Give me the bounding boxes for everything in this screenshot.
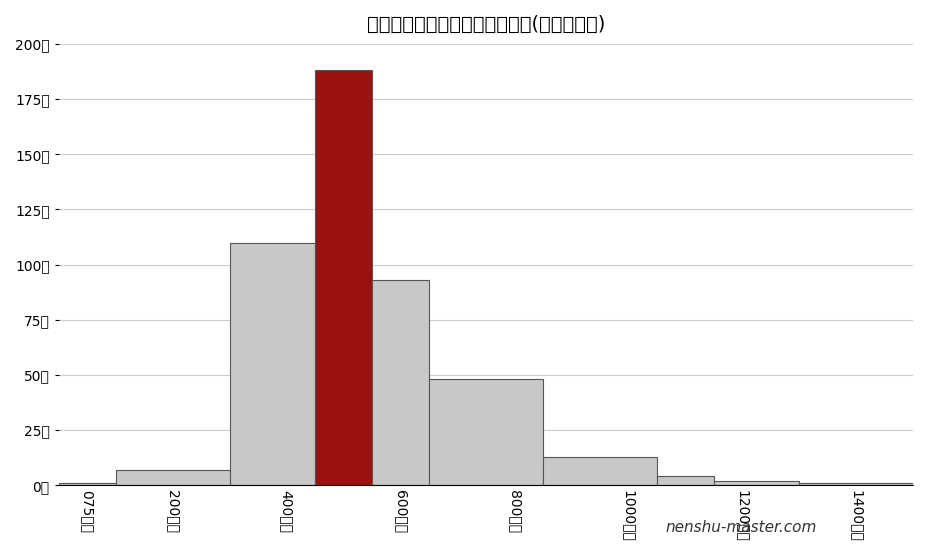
Bar xyxy=(428,379,542,485)
Bar xyxy=(372,280,428,485)
Bar xyxy=(713,481,798,485)
Bar xyxy=(542,457,656,485)
Bar xyxy=(58,483,116,485)
Bar xyxy=(116,470,229,485)
Title: ダイニチ工業の年収ポジション(中部地方内): ダイニチ工業の年収ポジション(中部地方内) xyxy=(366,15,604,34)
Bar xyxy=(656,476,713,485)
Text: nenshu-master.com: nenshu-master.com xyxy=(665,520,816,535)
Bar xyxy=(314,70,372,485)
Bar xyxy=(229,242,314,485)
Bar xyxy=(798,483,912,485)
